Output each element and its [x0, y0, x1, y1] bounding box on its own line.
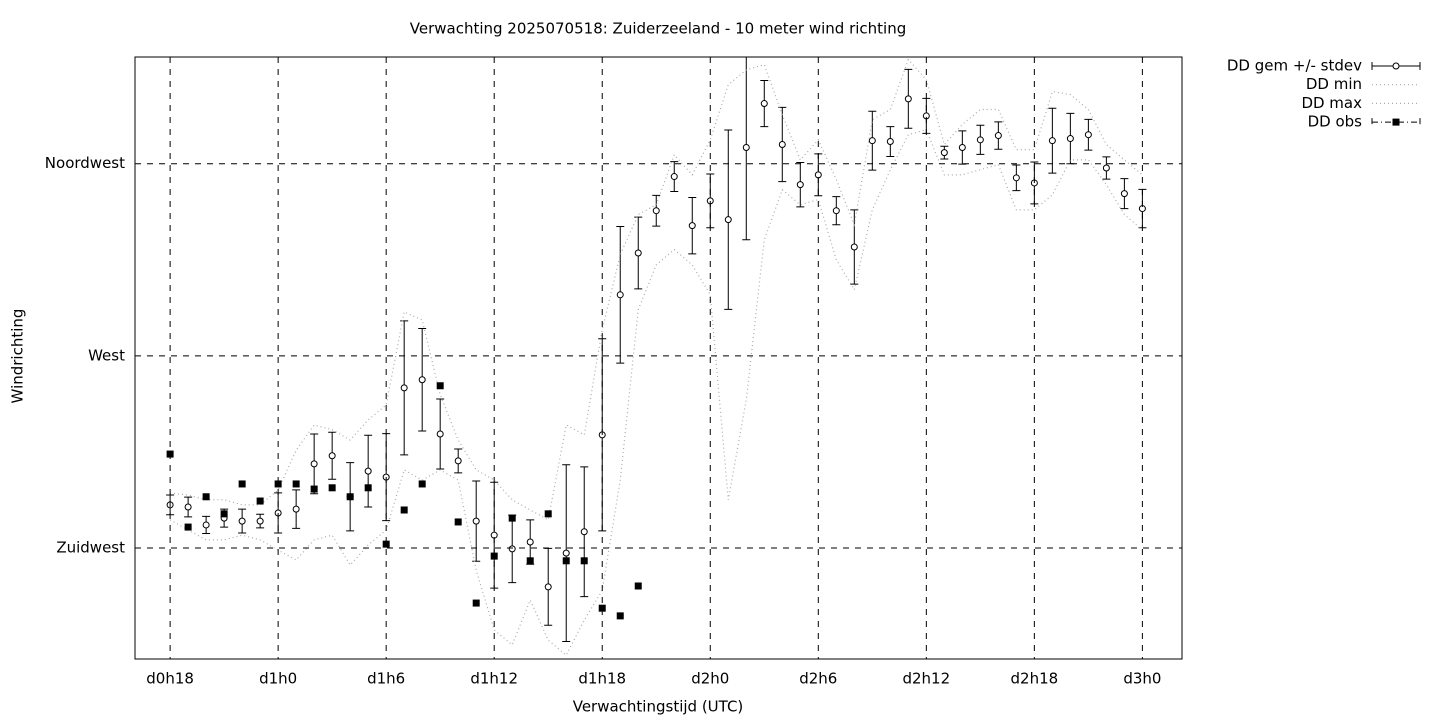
mean-point	[616, 291, 624, 299]
mean-point	[184, 503, 192, 511]
x-tick-label: d1h6	[367, 670, 405, 688]
obs-point	[202, 493, 210, 501]
obs-point	[526, 557, 534, 565]
x-axis-label: Verwachtingstijd (UTC)	[573, 698, 744, 716]
mean-point	[472, 517, 480, 525]
obs-point	[310, 485, 318, 493]
obs-point	[256, 497, 264, 505]
mean-point	[1012, 174, 1020, 182]
mean-point	[544, 583, 552, 591]
plot-border	[134, 56, 1183, 660]
obs-point	[346, 493, 354, 501]
range-line	[169, 128, 1143, 657]
obs-point	[580, 557, 588, 565]
legend-label: DD min	[1306, 75, 1362, 93]
mean-point	[742, 144, 750, 152]
mean-point	[580, 528, 588, 536]
mean-point	[634, 249, 642, 257]
x-tick-label: d2h6	[799, 670, 837, 688]
obs-point	[436, 382, 444, 390]
x-tick-label: d0h18	[146, 670, 194, 688]
obs-point	[292, 480, 300, 488]
y-axis-label: Windrichting	[9, 309, 27, 404]
mean-point	[850, 243, 858, 251]
x-tick-label: d3h0	[1123, 670, 1161, 688]
mean-point	[310, 460, 318, 468]
obs-point	[454, 518, 462, 526]
mean-point	[832, 207, 840, 215]
obs-point	[598, 604, 606, 612]
mean-point	[364, 467, 372, 475]
obs-point	[328, 484, 336, 492]
mean-point	[436, 430, 444, 438]
obs-point	[274, 480, 282, 488]
mean-point	[400, 384, 408, 392]
x-tick-label: d1h18	[578, 670, 626, 688]
obs-point	[562, 557, 570, 565]
mean-point	[994, 132, 1002, 140]
plot-area	[166, 57, 1147, 657]
x-tick-label: d1h0	[259, 670, 297, 688]
legend-label: DD max	[1301, 94, 1362, 112]
legend-swatch	[1392, 62, 1400, 70]
x-tick-label: d1h12	[470, 670, 518, 688]
obs-point	[184, 523, 192, 531]
mean-point	[652, 207, 660, 215]
obs-point	[634, 582, 642, 590]
mean-point	[1102, 164, 1110, 172]
mean-point	[238, 517, 246, 525]
legend-swatch	[1392, 118, 1400, 126]
mean-point	[1066, 135, 1074, 143]
obs-point	[544, 510, 552, 518]
obs-point	[364, 484, 372, 492]
mean-point	[508, 545, 516, 553]
mean-point	[778, 141, 786, 149]
mean-point	[724, 216, 732, 224]
y-tick-label: Noordwest	[45, 154, 125, 172]
obs-point	[472, 599, 480, 607]
mean-point	[1084, 131, 1092, 139]
mean-point	[562, 549, 570, 557]
range-line	[170, 58, 1143, 521]
mean-point	[418, 376, 426, 384]
obs-point	[616, 612, 624, 620]
mean-point	[1048, 137, 1056, 145]
mean-point	[670, 173, 678, 181]
mean-point	[526, 538, 534, 546]
legend-label: DD gem +/- stdev	[1227, 57, 1362, 75]
mean-point	[1120, 190, 1128, 198]
mean-point	[760, 100, 768, 108]
mean-point	[868, 137, 876, 145]
obs-point	[508, 514, 516, 522]
mean-point	[904, 95, 912, 103]
y-tick-label: Zuidwest	[56, 538, 125, 556]
obs-point	[238, 480, 246, 488]
legend-swatch	[1371, 118, 1421, 127]
mean-point	[328, 452, 336, 460]
x-tick-label: d2h18	[1011, 670, 1059, 688]
mean-point	[940, 149, 948, 157]
mean-point	[454, 457, 462, 465]
mean-point	[814, 171, 822, 179]
mean-point	[886, 138, 894, 146]
mean-point	[688, 222, 696, 230]
x-tick-label: d2h12	[902, 670, 950, 688]
mean-point	[202, 521, 210, 529]
obs-point	[490, 552, 498, 560]
mean-point	[292, 505, 300, 513]
obs-point	[382, 540, 390, 548]
obs-point	[418, 480, 426, 488]
mean-point	[256, 517, 264, 525]
mean-point	[796, 181, 804, 189]
obs-point	[220, 510, 228, 518]
obs-point	[400, 506, 408, 514]
chart-title: Verwachting 2025070518: Zuiderzeeland - …	[410, 20, 906, 38]
legend-label: DD obs	[1308, 113, 1363, 131]
mean-point	[976, 136, 984, 144]
y-tick-label: West	[88, 346, 125, 364]
mean-point	[958, 144, 966, 152]
x-tick-label: d2h0	[691, 670, 729, 688]
